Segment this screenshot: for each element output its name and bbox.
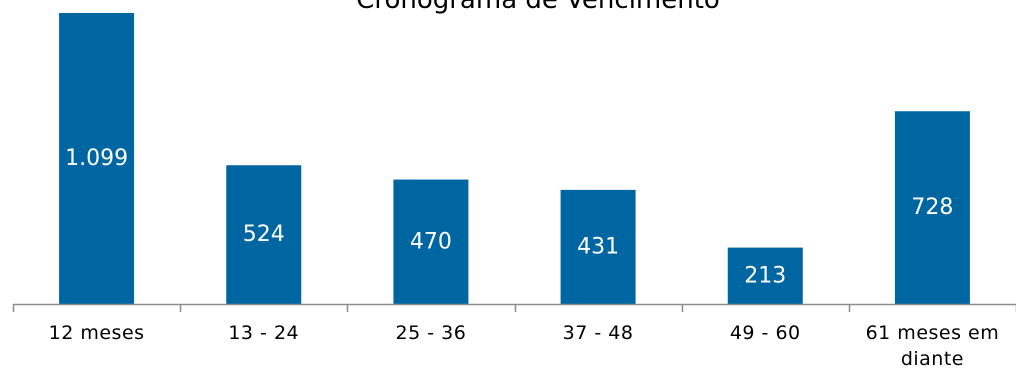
x-tick-label: 61 meses em bbox=[866, 322, 1000, 344]
bar bbox=[393, 179, 469, 304]
bar bbox=[226, 165, 302, 304]
x-tick-label: 13 - 24 bbox=[228, 322, 299, 344]
chart-title: Cronograma de Vencimento bbox=[356, 0, 720, 15]
x-tick-label: 37 - 48 bbox=[563, 322, 634, 344]
data-label: 470 bbox=[410, 229, 452, 254]
bar bbox=[59, 13, 135, 304]
x-tick-label: 12 meses bbox=[49, 322, 145, 344]
x-tick-label: 49 - 60 bbox=[730, 322, 801, 344]
bar bbox=[560, 189, 636, 304]
data-label: 213 bbox=[744, 263, 786, 288]
bar bbox=[727, 247, 803, 304]
data-label: 728 bbox=[911, 195, 953, 220]
x-tick-label: diante bbox=[901, 348, 964, 370]
bar bbox=[894, 111, 970, 304]
labels-layer: 1.099 12 meses 524 13 - 24 470 25 - 36 431 37 -… bbox=[49, 146, 1000, 370]
data-label: 524 bbox=[243, 222, 285, 247]
data-label: 431 bbox=[577, 234, 619, 259]
data-label: 1.099 bbox=[65, 146, 128, 171]
x-axis bbox=[12, 303, 1016, 312]
x-tick-label: 25 - 36 bbox=[396, 322, 467, 344]
bars-layer bbox=[59, 13, 970, 304]
